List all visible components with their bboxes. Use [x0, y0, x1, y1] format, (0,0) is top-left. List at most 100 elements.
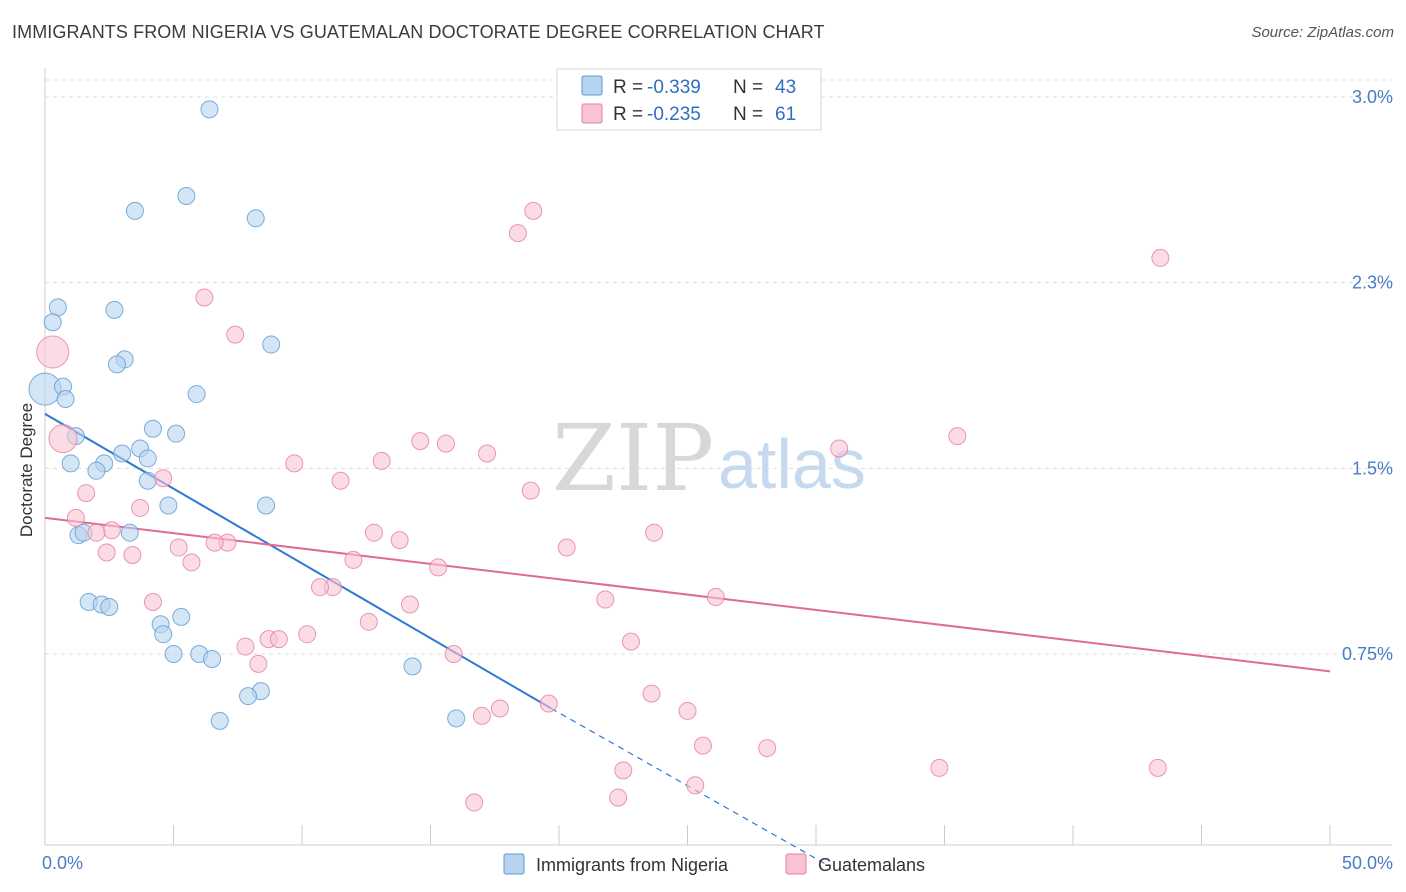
data-point [66, 508, 85, 527]
data-point [107, 355, 126, 374]
data-point [87, 523, 106, 542]
data-point [521, 481, 540, 500]
data-point [1148, 758, 1167, 777]
data-point [372, 451, 391, 470]
x-tick-label: 50.0% [1342, 853, 1393, 873]
data-point [678, 701, 697, 720]
data-point [444, 645, 463, 663]
data-point [77, 484, 96, 503]
bottom-legend-swatch-nigeria [503, 853, 525, 875]
data-point [205, 533, 224, 552]
data-point [390, 531, 409, 550]
data-point [138, 449, 157, 468]
data-point [465, 793, 484, 812]
data-point [359, 612, 378, 631]
data-point [169, 538, 188, 557]
data-point [195, 288, 214, 307]
data-point [164, 645, 183, 663]
data-point [539, 694, 558, 713]
axes [44, 68, 1392, 846]
data-point [478, 444, 497, 463]
legend-swatch-guatemalans [581, 103, 603, 124]
data-point [154, 625, 173, 644]
series-guatemalans [36, 201, 1170, 812]
data-point [113, 444, 132, 463]
grid-lines [45, 79, 1392, 655]
data-point [524, 201, 543, 220]
legend-r-label-nigeria: R = [613, 77, 643, 98]
watermark: ZIP atlas [552, 405, 866, 512]
data-point [105, 300, 124, 319]
data-point [344, 550, 363, 569]
legend-r-value-guatemalans: -0.235 [647, 104, 701, 125]
chart-source: Source: ZipAtlas.com [1251, 24, 1394, 41]
data-point [403, 657, 422, 676]
data-point [472, 706, 491, 725]
data-point [1151, 248, 1170, 267]
trend-line-guatemalans [44, 516, 1331, 673]
data-point [285, 454, 304, 473]
data-point [364, 523, 383, 542]
data-point [447, 709, 466, 728]
data-point [200, 100, 219, 119]
watermark-atlas: atlas [718, 425, 866, 503]
data-point [102, 521, 121, 540]
data-point [249, 654, 268, 673]
data-point [693, 736, 712, 755]
watermark-zip: ZIP [552, 405, 714, 512]
bottom-legend: Immigrants from Nigeria Guatemalans [503, 853, 925, 875]
data-point [100, 597, 119, 616]
data-point [236, 637, 255, 656]
data-point [226, 325, 245, 344]
data-point [125, 201, 144, 220]
data-point [269, 630, 288, 649]
data-point [131, 498, 150, 517]
data-point [123, 545, 142, 564]
tick-labels: 0.75% 1.5% 2.3% 3.0% 0.0% 50.0% [42, 87, 1393, 873]
data-point [642, 684, 661, 703]
data-point [557, 538, 576, 557]
data-point [87, 461, 106, 480]
data-point [948, 427, 967, 446]
y-tick-label: 3.0% [1352, 87, 1393, 107]
data-point [143, 593, 162, 612]
data-point [830, 439, 849, 458]
data-point [686, 776, 705, 795]
data-point [331, 471, 350, 490]
data-point [758, 739, 777, 758]
legend-swatch-nigeria [581, 75, 603, 96]
data-point [614, 761, 633, 780]
data-point [154, 469, 173, 488]
data-point [36, 335, 70, 369]
x-tick-label: 0.0% [42, 853, 83, 873]
legend-r-label-guatemalans: R = [613, 104, 643, 125]
data-point [61, 454, 80, 473]
data-point [43, 313, 62, 332]
legend-n-value-nigeria: 43 [775, 77, 796, 98]
data-point [120, 523, 139, 542]
data-point [262, 335, 281, 354]
data-point [706, 588, 725, 607]
data-point [182, 553, 201, 572]
data-point [490, 699, 509, 718]
legend-r-value-nigeria: -0.339 [647, 77, 701, 98]
data-point [167, 424, 186, 443]
y-tick-label: 2.3% [1352, 273, 1393, 293]
y-tick-label: 0.75% [1342, 644, 1393, 664]
chart-title: IMMIGRANTS FROM NIGERIA VS GUATEMALAN DO… [12, 22, 825, 42]
data-point [411, 432, 430, 451]
data-point [143, 419, 162, 438]
data-point [177, 187, 196, 206]
data-point [187, 385, 206, 404]
trend-line-nigeria [44, 413, 552, 710]
legend-n-value-guatemalans: 61 [775, 104, 796, 125]
data-points [28, 100, 1170, 812]
data-point [436, 434, 455, 453]
data-point [508, 224, 527, 243]
data-point [56, 390, 75, 409]
data-point [203, 649, 222, 668]
bottom-legend-label-nigeria: Immigrants from Nigeria [536, 855, 729, 875]
data-point [257, 496, 276, 515]
data-point [172, 607, 191, 626]
